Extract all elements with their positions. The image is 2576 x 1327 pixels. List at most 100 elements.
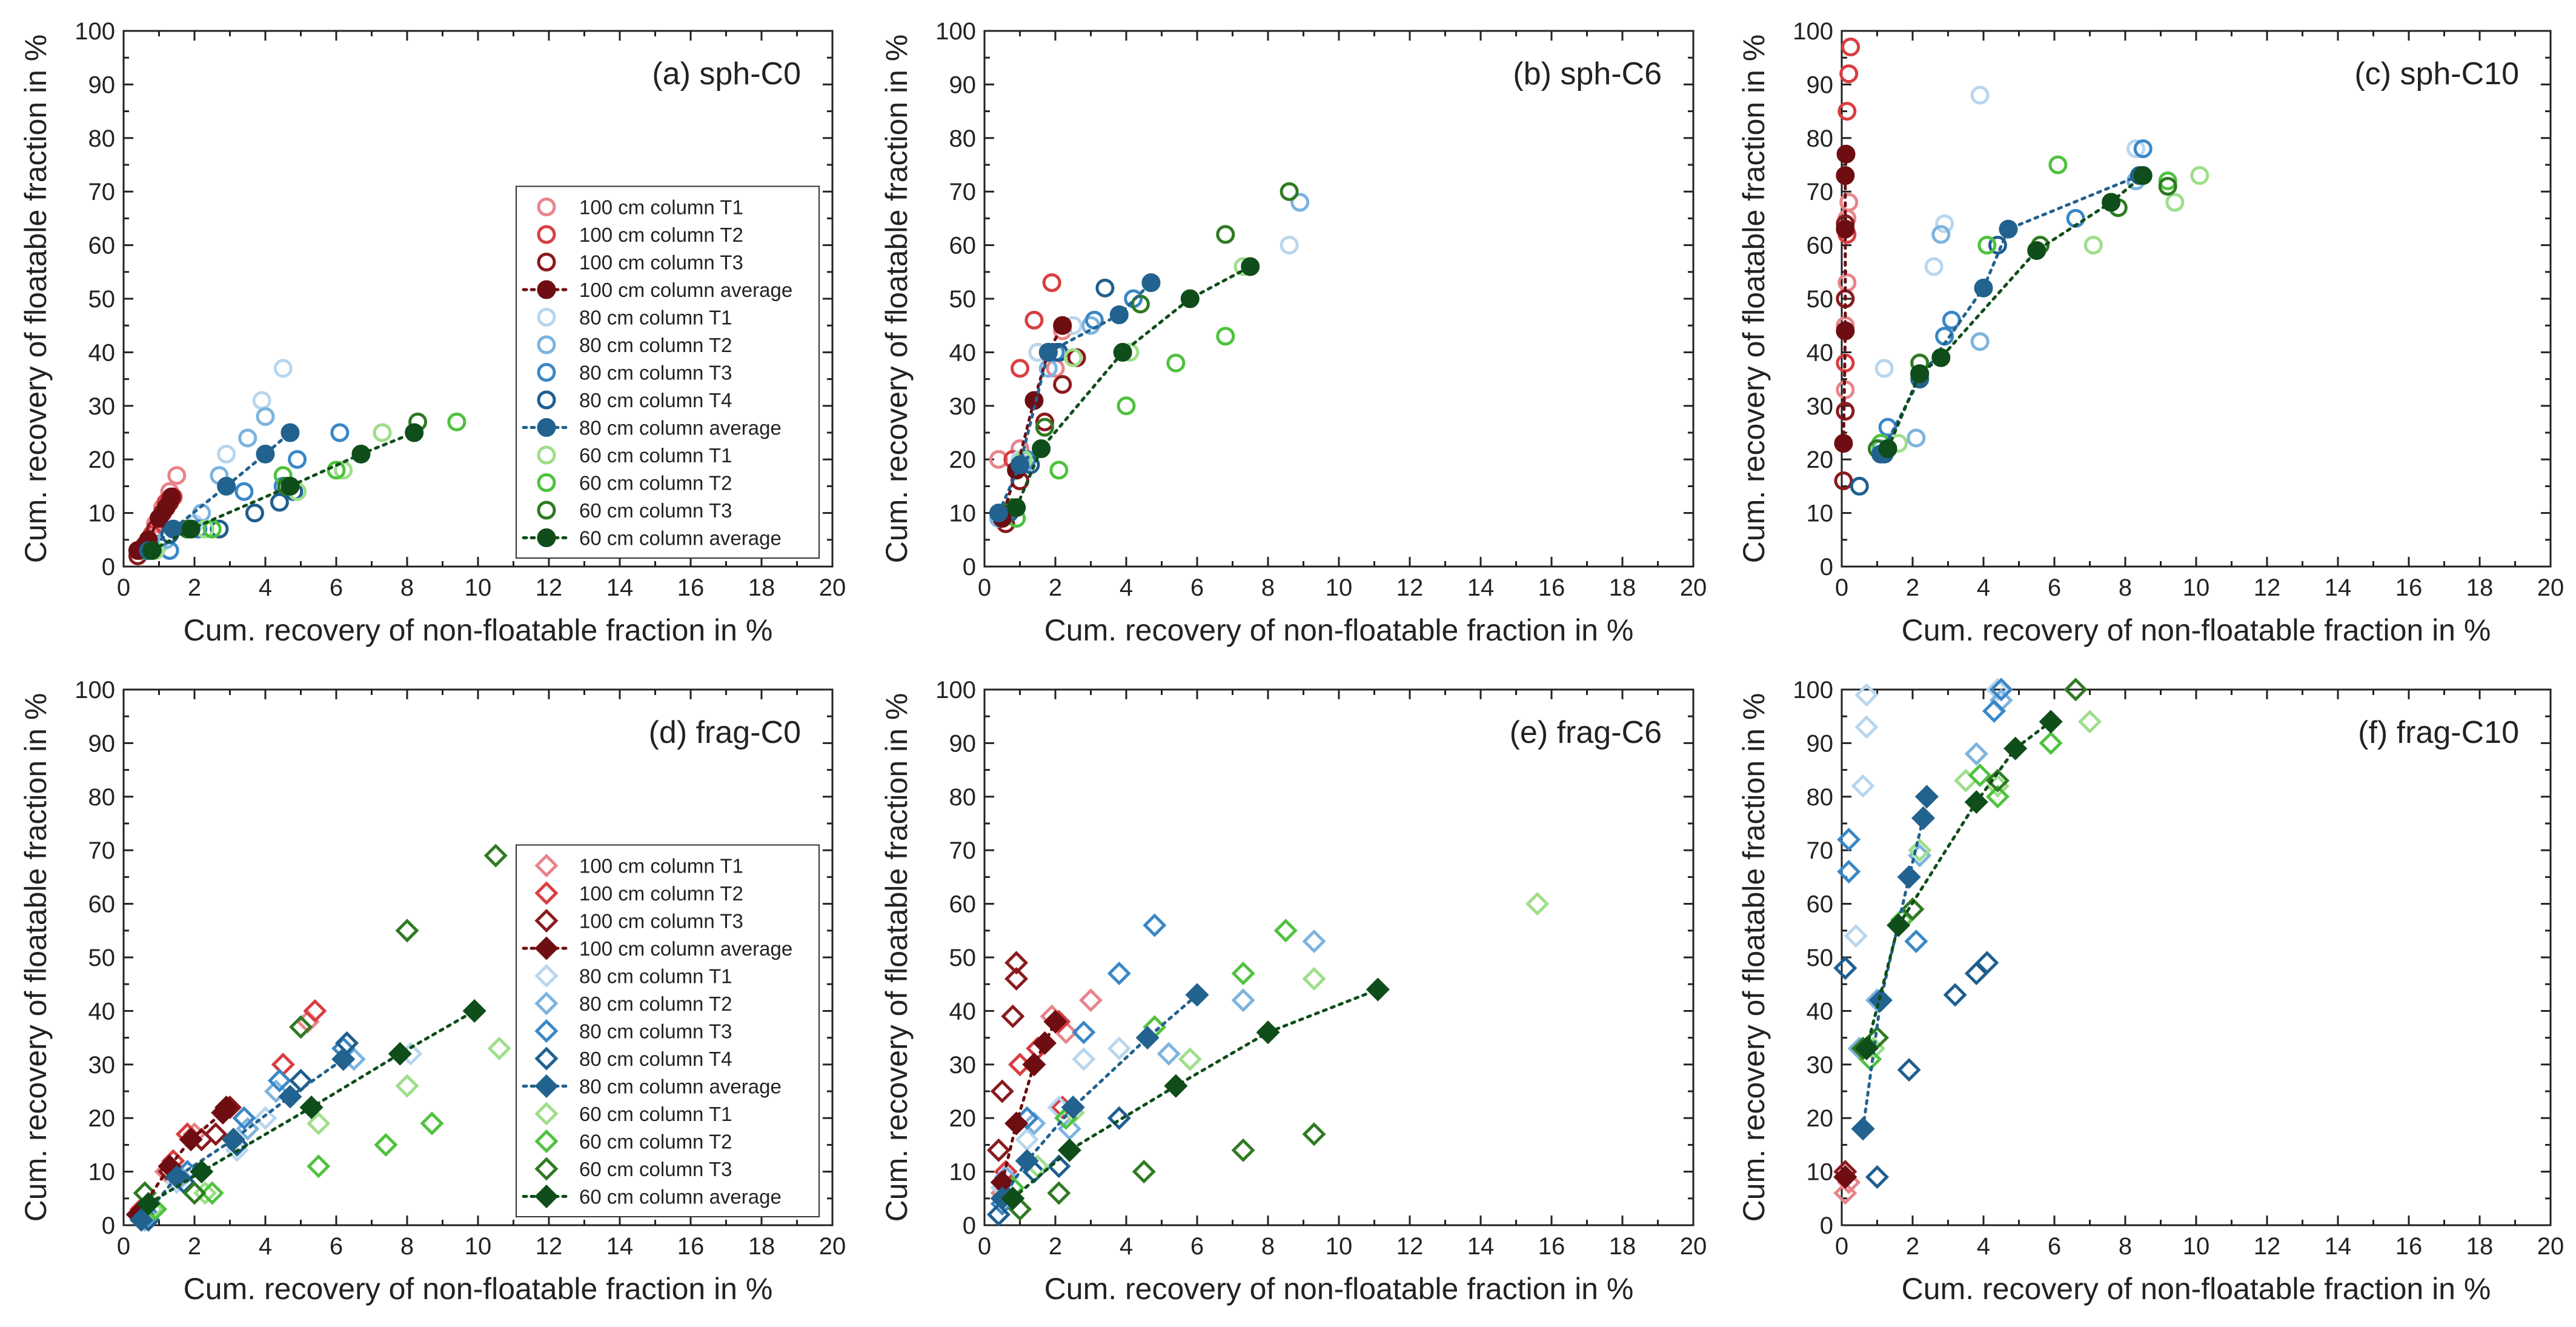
data-point — [2048, 155, 2068, 175]
data-point — [1231, 961, 1255, 986]
data-point — [256, 407, 275, 426]
y-tick-label: 80 — [949, 784, 977, 811]
y-tick-label: 100 — [935, 18, 976, 45]
legend-label: 80 cm column T4 — [579, 389, 732, 411]
x-tick-label: 18 — [748, 574, 775, 601]
data-point — [373, 423, 392, 442]
x-tick-label: 20 — [1680, 574, 1707, 601]
y-tick-label: 70 — [88, 179, 116, 205]
series-trend-line — [1879, 174, 2141, 456]
data-point — [253, 1106, 277, 1130]
y-tick-label: 0 — [102, 554, 115, 580]
y-tick-label: 50 — [949, 286, 977, 313]
data-point — [1900, 897, 1925, 921]
x-tick-label: 20 — [2537, 1233, 2564, 1260]
data-point — [2083, 236, 2103, 255]
x-tick-label: 16 — [2395, 574, 2423, 601]
series-60-avg — [1001, 977, 1390, 1211]
series-80-T1 — [1844, 677, 2010, 948]
data-point — [232, 1106, 256, 1130]
legend-label: 80 cm column T1 — [579, 307, 732, 329]
data-point — [1942, 310, 1961, 330]
legend-label: 60 cm column T1 — [579, 444, 732, 467]
data-point — [245, 504, 264, 523]
panel-3: 0 2 4 6 8 10 12 14 16 18 20 0 10 20 30 40 50 60 70 80 90 100 C… — [1737, 18, 2564, 647]
legend-label: 80 cm column T3 — [579, 362, 732, 384]
x-tick-label: 18 — [1609, 1233, 1636, 1260]
x-tick-label: 12 — [536, 574, 563, 601]
y-tick-label: 20 — [949, 1105, 977, 1132]
data-point — [1836, 321, 1855, 341]
series-60-avg — [1854, 710, 2063, 1060]
y-axis-label: Cum. recovery of floatable fraction in % — [880, 693, 914, 1222]
data-point — [1836, 219, 1855, 239]
data-point — [1166, 353, 1186, 373]
data-point — [1985, 785, 2010, 809]
data-point — [1833, 1165, 1857, 1189]
legend-marker — [537, 198, 556, 216]
y-axis-label: Cum. recovery of floatable fraction in % — [1737, 35, 1771, 564]
y-axis-label: Cum. recovery of floatable fraction in % — [19, 693, 53, 1222]
data-point — [1216, 225, 1235, 244]
x-tick-label: 2 — [188, 574, 201, 601]
legend-marker — [534, 936, 559, 960]
y-tick-label: 70 — [949, 837, 977, 864]
data-point — [1851, 1117, 1875, 1141]
data-point — [1854, 715, 1879, 739]
data-point — [483, 843, 508, 868]
y-axis-label: Cum. recovery of floatable fraction in % — [19, 35, 53, 564]
y-tick-label: 10 — [1807, 501, 1834, 527]
data-point — [1931, 225, 1951, 244]
data-point — [1095, 278, 1115, 298]
data-point — [1908, 838, 1932, 862]
data-point — [281, 476, 300, 496]
y-tick-label: 80 — [1807, 784, 1834, 811]
x-tick-label: 18 — [748, 1233, 775, 1260]
panel-title: (b) sph-C6 — [1513, 56, 1662, 91]
series-layer — [989, 182, 1310, 533]
legend-label: 60 cm column T2 — [579, 1131, 732, 1153]
y-tick-label: 40 — [949, 998, 977, 1025]
y-tick-label: 90 — [949, 72, 977, 98]
legend-marker — [537, 501, 556, 520]
legend-label: 80 cm column T2 — [579, 334, 732, 356]
x-tick-label: 20 — [819, 574, 846, 601]
series-80-avg — [1871, 166, 2149, 464]
data-point — [1042, 273, 1061, 292]
data-point — [1989, 677, 2013, 702]
data-point — [2190, 166, 2209, 185]
y-tick-label: 90 — [1807, 72, 1834, 98]
data-point — [1854, 1036, 1879, 1060]
data-point — [1004, 951, 1029, 975]
data-point — [990, 1079, 1014, 1103]
y-axis-label: Cum. recovery of floatable fraction in % — [880, 35, 914, 564]
series-60-T1 — [146, 423, 392, 560]
legend-marker — [537, 418, 556, 437]
series-80-T2 — [994, 929, 1326, 1189]
legend-label: 80 cm column T4 — [579, 1048, 732, 1070]
x-axis-label: Cum. recovery of non-floatable fraction … — [1044, 613, 1634, 647]
series-60-T2 — [1001, 919, 1298, 1200]
x-tick-label: 2 — [1906, 574, 1919, 601]
y-tick-label: 10 — [949, 1159, 977, 1186]
x-tick-label: 8 — [400, 1233, 414, 1260]
legend-marker — [537, 445, 556, 465]
x-tick-label: 2 — [1906, 1233, 1919, 1260]
y-tick-label: 30 — [88, 393, 116, 420]
legend-marker — [537, 363, 556, 382]
data-point — [1907, 428, 1926, 448]
legend-marker — [537, 473, 556, 492]
data-point — [1911, 806, 1936, 830]
y-tick-label: 40 — [88, 339, 116, 366]
data-point — [129, 1208, 153, 1232]
y-tick-label: 50 — [1807, 945, 1834, 971]
y-tick-label: 20 — [88, 1105, 116, 1132]
series-trend-line — [1000, 993, 1199, 1200]
legend-marker — [534, 1184, 559, 1209]
data-point — [989, 450, 1008, 469]
data-point — [1833, 956, 1857, 980]
x-tick-label: 12 — [2254, 1233, 2281, 1260]
series-60-T1 — [1889, 166, 2209, 453]
data-point — [2165, 193, 2185, 212]
data-point — [179, 1128, 203, 1152]
